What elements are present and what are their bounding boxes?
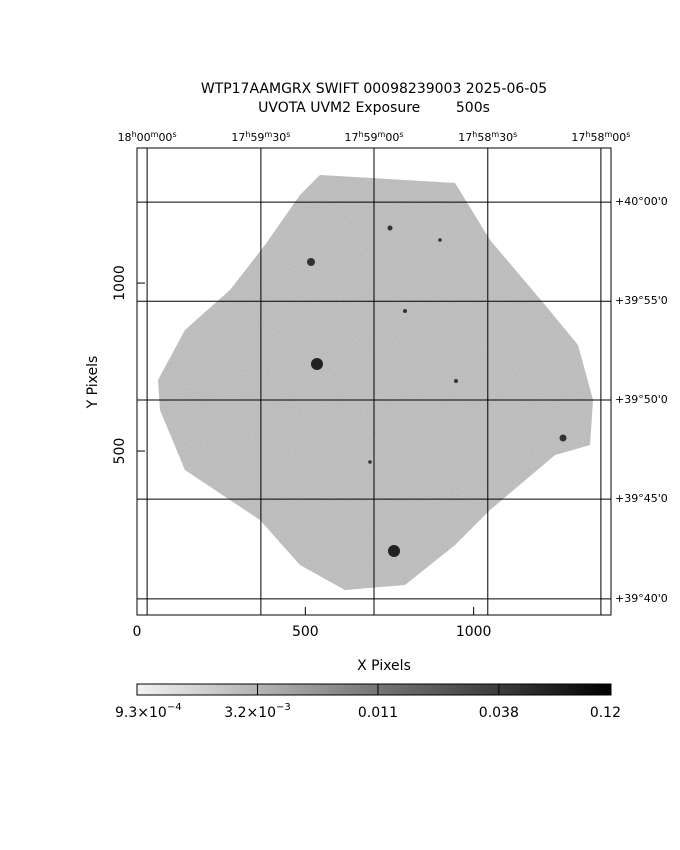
y-tick-label: 1000 [112,265,128,301]
ra-value: 00 [137,131,151,144]
ra-value: 17 [344,131,358,144]
ra-value: 17 [571,131,585,144]
ra-unit: m [151,130,159,139]
ra-value: 59 [250,131,264,144]
ra-unit: m [491,130,499,139]
source [307,258,315,266]
ra-tick-label: 17h59m00s [344,130,403,145]
source [368,460,372,464]
colorbar-label-base: 0.011 [358,705,398,721]
colorbar-tick-label: 3.2×10−3 [224,702,291,721]
colorbar-label-exponent: −3 [276,702,291,713]
colorbar-label-base: 3.2×10 [224,705,276,721]
x-tick-label: 0 [133,624,142,640]
ra-value: 00 [612,131,626,144]
dec-tick-label: +40°00'0 [615,195,668,208]
ra-unit: s [172,130,176,139]
colorbar-label-base: 0.038 [479,705,519,721]
source [403,309,407,313]
ra-value: 17 [458,131,472,144]
colorbar [136,683,612,696]
image [158,175,593,590]
dec-tick-label: +39°55'0 [615,294,668,307]
chart-subtitle: UVOTA UVM2 Exposure 500s [258,100,490,116]
dec-tick-label: +39°45'0 [615,492,668,505]
colorbar-tick-label: 0.12 [590,705,621,721]
ra-value: 17 [231,131,245,144]
ra-unit: m [264,130,272,139]
ra-unit: s [286,130,290,139]
ra-value: 58 [477,131,491,144]
ra-unit: s [626,130,630,139]
ra-tick-label: 17h58m30s [458,130,517,145]
ra-tick-label: 18h00m00s [118,130,177,145]
ra-unit: m [378,130,386,139]
ra-unit: h [245,130,250,139]
source [438,238,442,242]
ra-value: 58 [590,131,604,144]
colorbar-tick-label: 0.011 [358,705,398,721]
x-axis-label: X Pixels [357,658,411,674]
ra-unit: h [585,130,590,139]
source [387,225,393,231]
ra-unit: s [399,130,403,139]
ra-value: 18 [118,131,132,144]
ra-value: 00 [385,131,399,144]
ra-unit: h [132,130,137,139]
colorbar-label-exponent: −4 [167,702,182,713]
colorbar-tick-label: 0.038 [479,705,519,721]
source [454,379,458,383]
y-axis-label: Y Pixels [85,356,101,410]
x-tick-label: 1000 [456,624,492,640]
ra-unit: m [604,130,612,139]
source [388,545,400,557]
chart-title: WTP17AAMGRX SWIFT 00098239003 2025-06-05 [201,81,547,97]
ra-tick-label: 17h58m00s [571,130,630,145]
y-tick-label: 500 [112,438,128,465]
ra-value: 00 [158,131,172,144]
dec-tick-label: +39°40'0 [615,592,668,605]
ra-value: 30 [499,131,513,144]
ra-unit: h [472,130,477,139]
ra-unit: s [513,130,517,139]
x-tick-label: 500 [292,624,319,640]
colorbar-label-base: 0.12 [590,705,621,721]
source [559,434,567,442]
colorbar-tick-label: 9.3×10−4 [115,702,182,721]
ra-value: 30 [272,131,286,144]
colorbar-label-base: 9.3×10 [115,705,167,721]
noise [158,175,593,590]
dec-tick-label: +39°50'0 [615,393,668,406]
source [311,358,323,370]
ra-tick-label: 17h59m30s [231,130,290,145]
ra-unit: h [358,130,363,139]
ra-value: 59 [364,131,378,144]
